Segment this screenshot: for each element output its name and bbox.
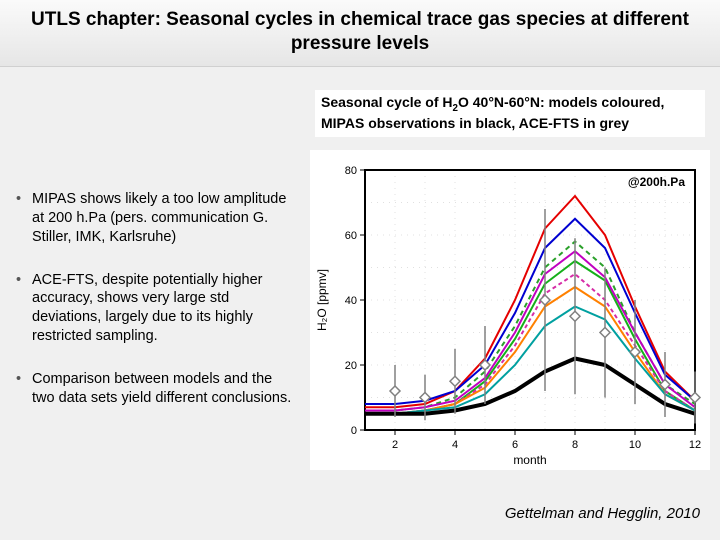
chart-caption: Seasonal cycle of H2O 40°N-60°N: models … <box>315 90 705 137</box>
bullet-item: MIPAS shows likely a too low amplitude a… <box>16 190 296 247</box>
ace-marker <box>450 376 460 386</box>
ace-marker <box>570 311 580 321</box>
bullet-list: MIPAS shows likely a too low amplitude a… <box>16 190 296 432</box>
page-title: UTLS chapter: Seasonal cycles in chemica… <box>10 8 710 56</box>
bullet-item: Comparison between models and the two da… <box>16 370 296 408</box>
svg-text:8: 8 <box>572 439 578 451</box>
svg-text:6: 6 <box>512 439 518 451</box>
series-model-2 <box>365 242 695 411</box>
bullet-item: ACE-FTS, despite potentially higher accu… <box>16 271 296 346</box>
svg-text:H₂O [ppmv]: H₂O [ppmv] <box>315 269 329 331</box>
citation: Gettelman and Hegglin, 2010 <box>505 505 700 522</box>
svg-text:20: 20 <box>345 360 357 372</box>
svg-text:0: 0 <box>351 425 357 437</box>
svg-text:2: 2 <box>392 439 398 451</box>
seasonal-chart: 0 20 40 60 80 2 4 6 8 10 12 month H₂O [ppmv] @200h.Pa <box>310 150 710 470</box>
svg-text:40: 40 <box>345 295 357 307</box>
svg-text:60: 60 <box>345 230 357 242</box>
series-model-7 <box>365 307 695 414</box>
svg-text:month: month <box>513 453 546 467</box>
chart-svg: 0 20 40 60 80 2 4 6 8 10 12 month H₂O [ppmv] @200h.Pa <box>310 150 710 470</box>
svg-text:@200h.Pa: @200h.Pa <box>628 175 685 189</box>
svg-text:4: 4 <box>452 439 458 451</box>
svg-text:12: 12 <box>689 439 701 451</box>
ace-marker <box>600 328 610 338</box>
title-band: UTLS chapter: Seasonal cycles in chemica… <box>0 0 720 67</box>
ace-marker <box>390 386 400 396</box>
svg-text:10: 10 <box>629 439 641 451</box>
ace-marker <box>690 393 700 403</box>
svg-text:80: 80 <box>345 165 357 177</box>
